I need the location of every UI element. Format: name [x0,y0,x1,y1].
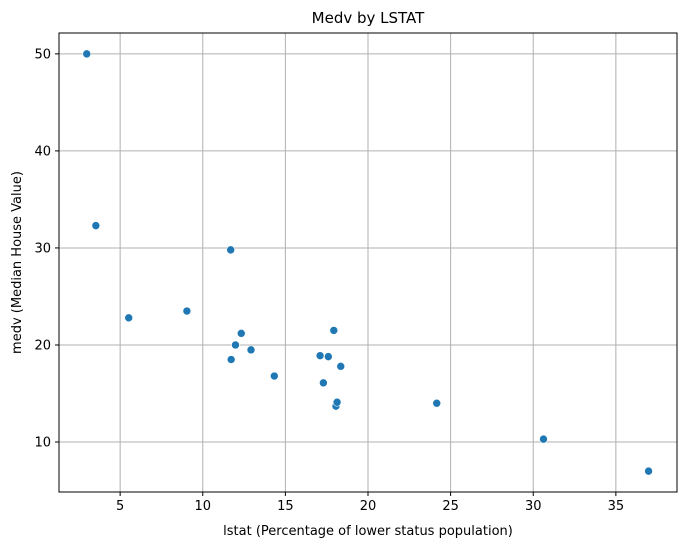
grid [59,33,677,492]
x-tick-label: 10 [194,499,211,514]
data-point [182,306,192,316]
data-point [231,340,240,350]
data-point [226,245,235,255]
data-point [124,313,134,323]
x-tick-label: 30 [525,499,542,514]
x-tick-label: 15 [277,499,294,514]
y-tick-label: 20 [34,338,51,353]
data-point [432,398,442,408]
y-axis-label: medv (Median House Value) [10,171,25,354]
x-tick-label: 25 [442,499,459,514]
data-point [226,355,236,364]
data-point [246,345,256,355]
data-point [82,49,92,59]
data-point [319,378,328,388]
x-axis-label: lstat (Percentage of lower status popula… [223,524,513,539]
x-tick-label: 20 [360,499,377,514]
y-tick-label: 10 [34,436,51,451]
x-tick-label: 35 [608,499,625,514]
y-tick-label: 50 [34,47,51,62]
data-point [336,362,346,371]
y-tick-label: 30 [34,241,51,256]
y-tick-label: 40 [34,144,51,159]
data-point [539,434,548,444]
data-point [324,352,333,361]
chart-title: Medv by LSTAT [312,9,425,27]
data-point [329,326,339,335]
data-point [644,466,653,476]
x-tick-label: 5 [116,499,124,514]
axis-ticks: 5 10 15 20 25 30 35 10 20 30 40 50 [34,47,624,514]
data-point [332,397,342,407]
data-point [91,221,101,230]
data-point [236,329,246,338]
data-points [82,49,653,476]
data-point [270,371,279,381]
data-point [315,351,325,360]
